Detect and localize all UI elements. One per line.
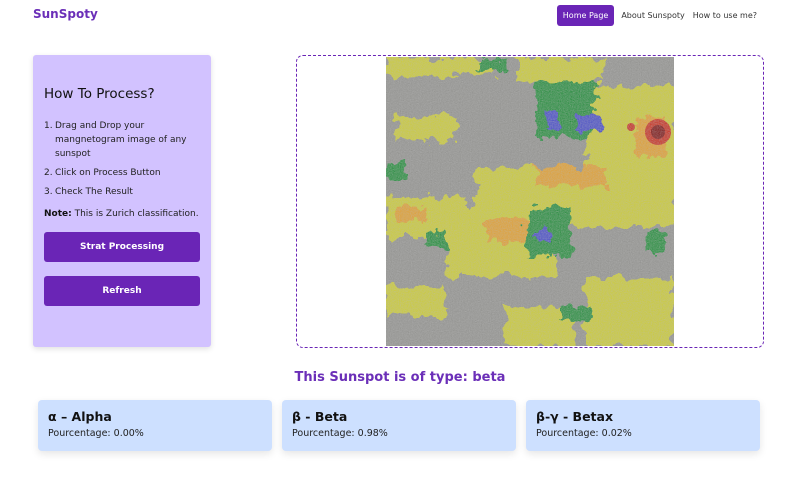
step-text: Drag and Drop your mangnetogram image of…	[55, 121, 187, 159]
class-title: α – Alpha	[48, 409, 112, 424]
magnetogram-image	[386, 57, 674, 346]
step-text: Click on Process Button	[55, 168, 161, 178]
instructions-title: How To Process?	[44, 86, 155, 102]
step-text: Check The Result	[55, 187, 133, 197]
class-percentage: Pourcentage: 0.02%	[536, 428, 750, 439]
class-card-alpha: α – Alpha Pourcentage: 0.00%	[38, 400, 272, 451]
brand-logo[interactable]: SunSpoty	[33, 7, 98, 21]
instructions-panel: How To Process? 1. Drag and Drop your man…	[33, 55, 211, 347]
step-item: 2. Click on Process Button	[44, 166, 200, 180]
refresh-button[interactable]: Refresh	[44, 276, 200, 306]
percentage-label: Pourcentage:	[292, 428, 358, 439]
step-item: 1. Drag and Drop your mangnetogram image …	[44, 119, 200, 161]
step-number: 3.	[44, 187, 53, 197]
step-number: 1.	[44, 121, 53, 131]
classification-note: Note: This is Zurich classification.	[44, 209, 200, 219]
top-nav: Home Page About Sunspoty How to use me?	[556, 5, 758, 26]
nav-about[interactable]: About Sunspoty	[621, 11, 685, 20]
class-title: β - Beta	[292, 409, 348, 424]
class-card-betax: β-γ - Betax Pourcentage: 0.02%	[526, 400, 760, 451]
nav-how-to-use[interactable]: How to use me?	[692, 11, 757, 20]
nav-home-page[interactable]: Home Page	[556, 5, 615, 26]
step-number: 2.	[44, 168, 53, 178]
class-card-beta: β - Beta Pourcentage: 0.98%	[282, 400, 516, 451]
percentage-value: 0.02%	[601, 428, 632, 439]
note-text: This is Zurich classification.	[71, 209, 199, 219]
percentage-value: 0.00%	[113, 428, 144, 439]
note-label: Note:	[44, 209, 72, 219]
class-title: β-γ - Betax	[536, 409, 614, 424]
result-heading: This Sunspot is of type: beta	[294, 370, 506, 385]
percentage-value: 0.98%	[357, 428, 388, 439]
image-dropzone[interactable]	[296, 55, 764, 348]
class-percentage: Pourcentage: 0.00%	[48, 428, 262, 439]
percentage-label: Pourcentage:	[48, 428, 114, 439]
start-processing-button[interactable]: Strat Processing	[44, 232, 200, 262]
steps-list: 1. Drag and Drop your mangnetogram image …	[44, 119, 200, 199]
percentage-label: Pourcentage:	[536, 428, 602, 439]
class-percentage: Pourcentage: 0.98%	[292, 428, 506, 439]
step-item: 3. Check The Result	[44, 185, 200, 199]
